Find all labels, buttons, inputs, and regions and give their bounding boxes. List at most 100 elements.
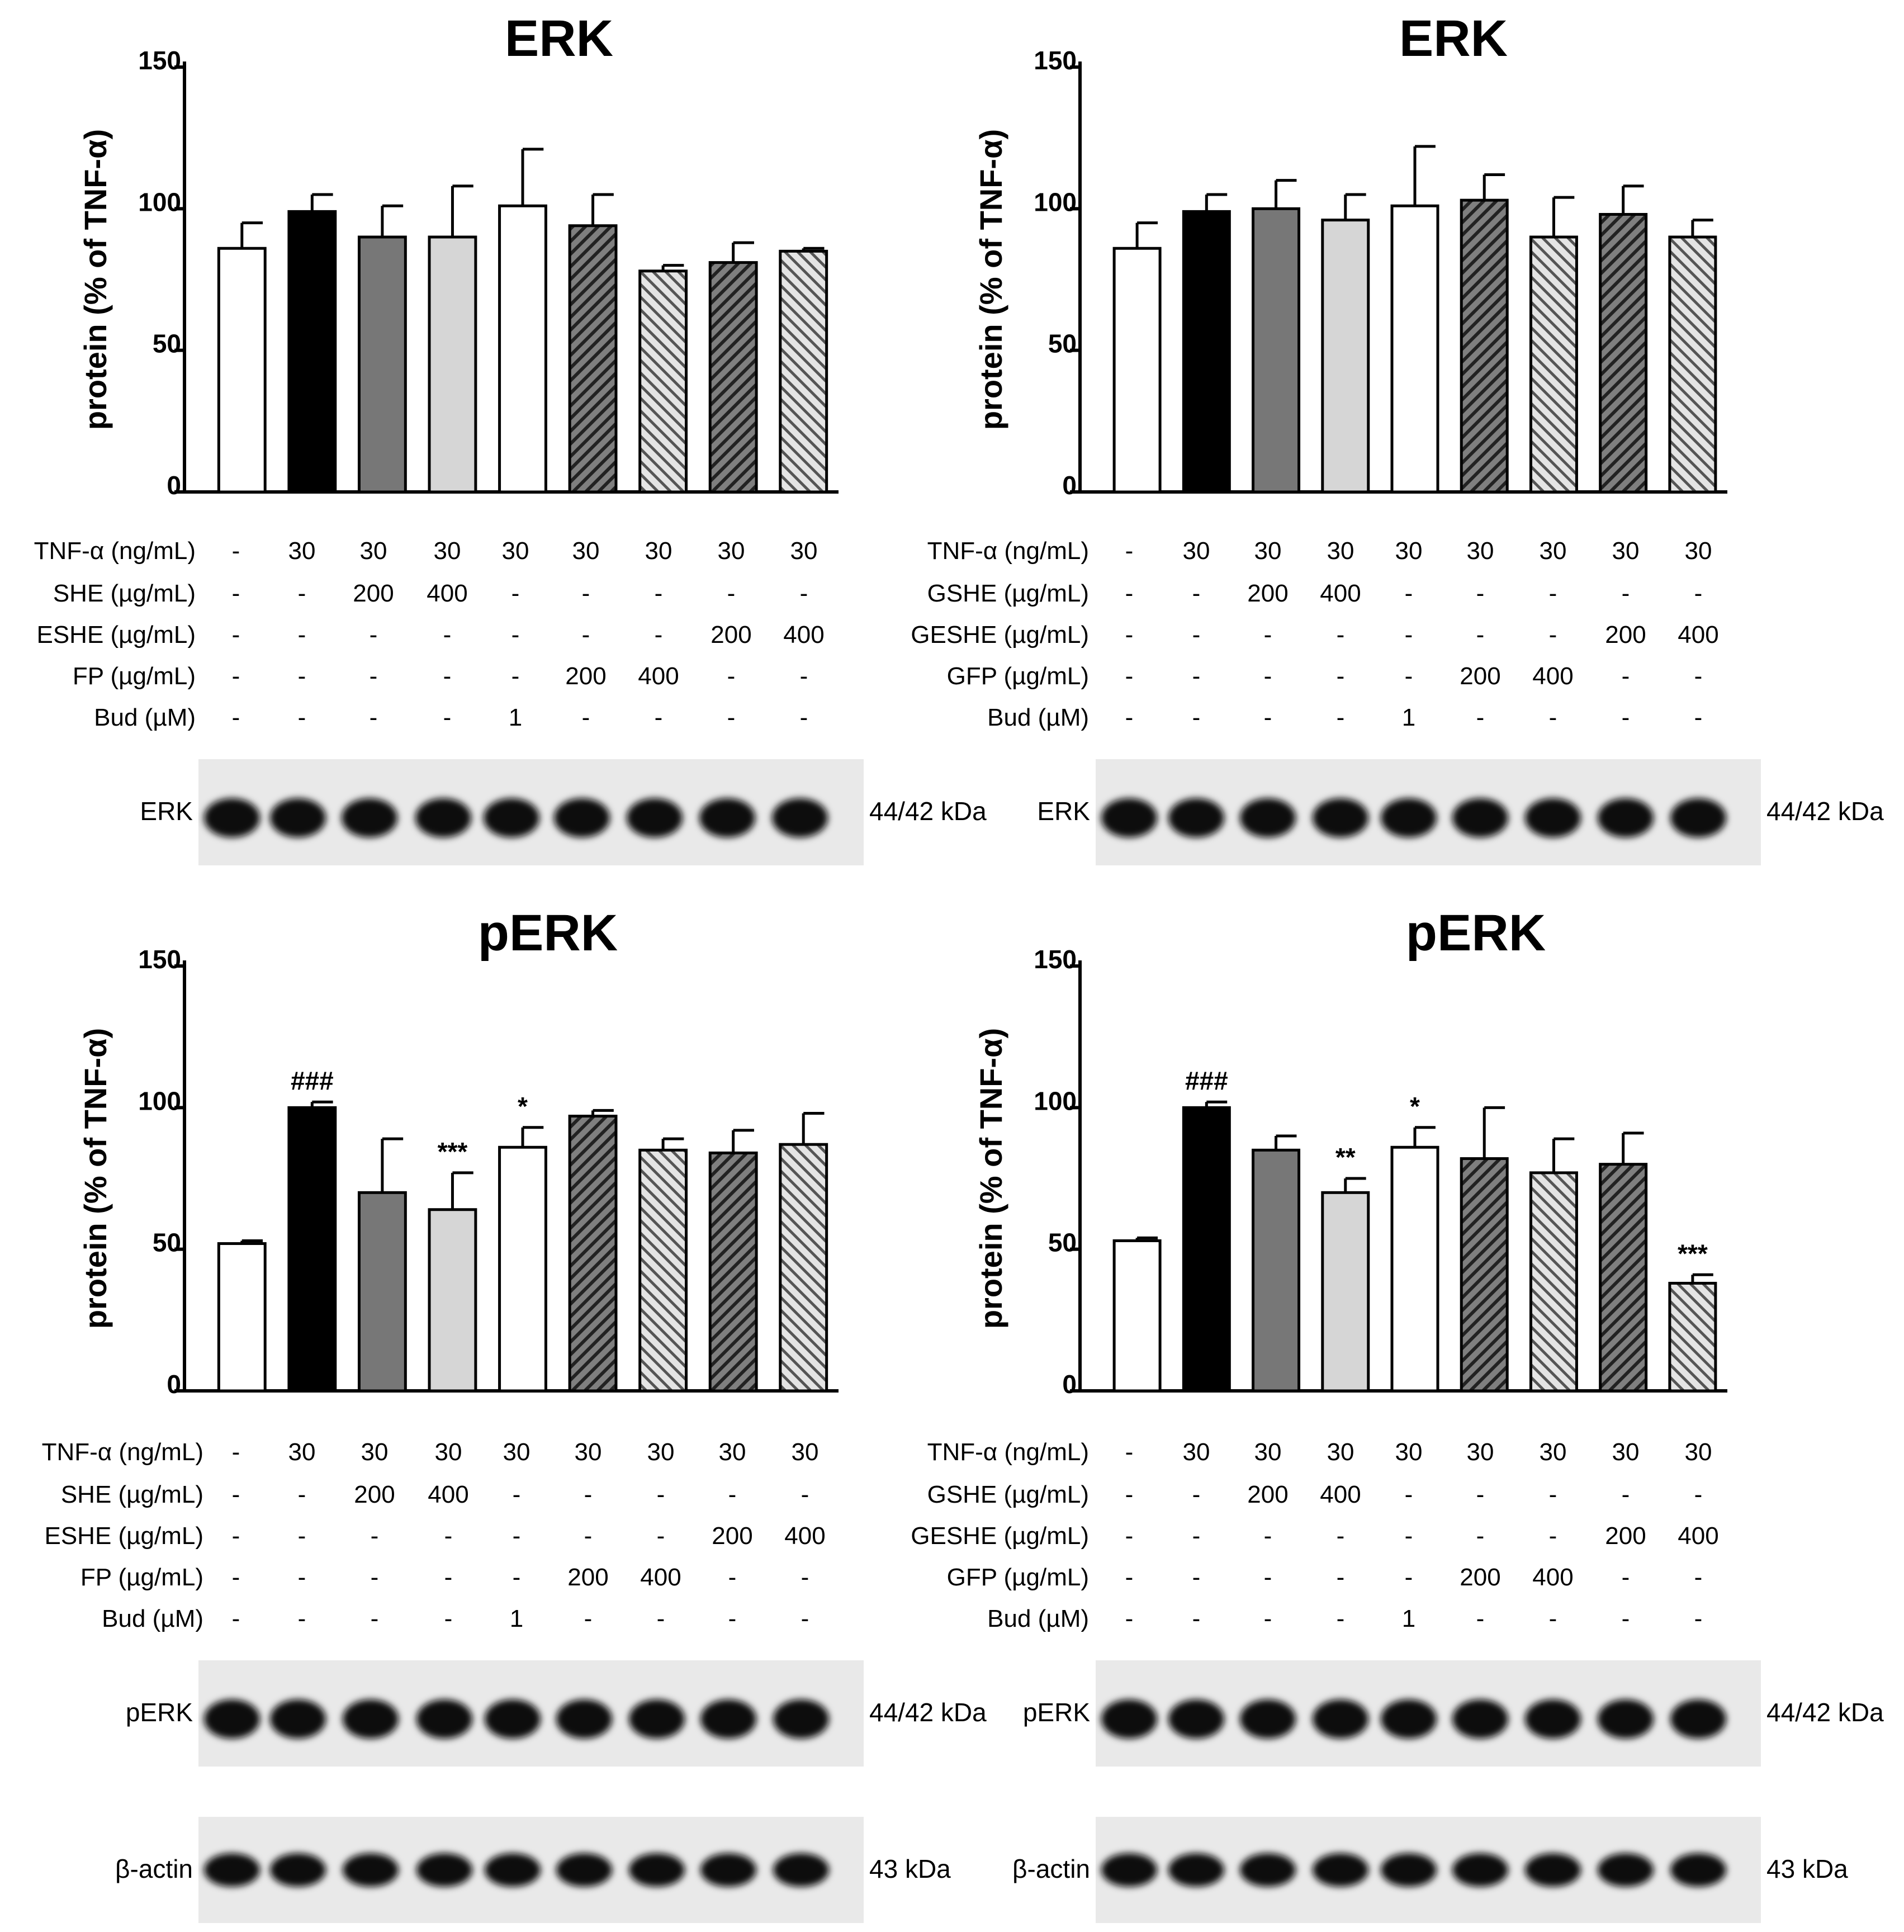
bar [287, 210, 337, 494]
blot-kda-label: 44/42 kDa [1766, 797, 1884, 826]
condition-value: - [443, 662, 452, 690]
blot-band [773, 1699, 829, 1739]
blot-band [1670, 798, 1726, 837]
condition-value: - [1125, 662, 1134, 690]
condition-value: - [1622, 704, 1630, 731]
condition-value: - [1549, 1605, 1557, 1632]
y-tick-label: 150 [1034, 46, 1077, 75]
blot-band [1525, 798, 1581, 837]
blot-band [627, 798, 683, 837]
condition-value: - [1125, 537, 1134, 565]
condition-value: - [1549, 1522, 1557, 1550]
blot-band [1598, 1853, 1654, 1887]
blot-band [204, 1699, 260, 1739]
condition-value: - [232, 580, 240, 607]
blot-band [1101, 1699, 1157, 1739]
condition-label: FP (µg/mL) [73, 662, 196, 690]
condition-value: - [232, 1481, 240, 1508]
blot-image [198, 759, 864, 865]
y-tick-label: 100 [138, 187, 181, 216]
condition-value: - [582, 704, 590, 731]
condition-value: - [511, 621, 520, 648]
condition-value: 30 [503, 1438, 531, 1466]
blot-kda-label: 43 kDa [1766, 1854, 1848, 1883]
bar [638, 1148, 688, 1393]
condition-value: - [371, 1522, 379, 1550]
condition-value: 30 [1395, 537, 1423, 565]
condition-value: 30 [1685, 1438, 1712, 1466]
condition-value: - [728, 1564, 737, 1591]
condition-value: - [1337, 621, 1345, 648]
bar [568, 1115, 618, 1393]
y-tick-label: 50 [1048, 1228, 1077, 1257]
y-tick-label: 50 [1048, 329, 1077, 358]
condition-value: - [513, 1522, 521, 1550]
condition-value: - [800, 704, 808, 731]
significance-label: ### [1185, 1066, 1228, 1095]
condition-value: 400 [1320, 580, 1361, 607]
blot-band [1240, 798, 1296, 837]
condition-value: - [728, 1605, 737, 1632]
condition-value: - [1264, 621, 1272, 648]
condition-value: 400 [638, 662, 679, 690]
condition-label: GSHE (µg/mL) [927, 580, 1089, 607]
condition-value: - [1337, 704, 1345, 731]
condition-value: - [1405, 1522, 1413, 1550]
condition-label: GFP (µg/mL) [947, 1564, 1089, 1591]
blot-band [1598, 1699, 1654, 1739]
condition-label: Bud (µM) [102, 1605, 203, 1632]
bar [779, 1143, 828, 1393]
condition-value: 400 [784, 1522, 825, 1550]
condition-value: - [443, 621, 452, 648]
condition-value: - [1125, 704, 1134, 731]
panel-2: ERK protein (% of TNF-α) 0 50 100 150 TNF-α (n… [911, 10, 1884, 865]
condition-value: 30 [790, 537, 818, 565]
condition-value: - [1264, 1522, 1272, 1550]
chart-title: pERK [1406, 905, 1546, 962]
bar [568, 224, 618, 494]
condition-label: GFP (µg/mL) [947, 662, 1089, 690]
condition-value: - [657, 1522, 665, 1550]
condition-value: 30 [1327, 537, 1354, 565]
condition-value: - [1405, 1564, 1413, 1591]
condition-value: - [1622, 1605, 1630, 1632]
condition-value: 30 [792, 1438, 819, 1466]
blot-band [1313, 1853, 1368, 1887]
condition-value: - [655, 621, 663, 648]
y-axis-label: protein (% of TNF-α) [973, 1028, 1008, 1329]
condition-value: 200 [712, 1522, 752, 1550]
condition-value: 30 [718, 537, 745, 565]
y-tick-label: 0 [167, 471, 181, 500]
condition-value: 400 [640, 1564, 681, 1591]
bar [638, 269, 688, 494]
condition-value: - [232, 1564, 240, 1591]
condition-value: 400 [1320, 1481, 1361, 1508]
blot-band [1313, 798, 1368, 837]
condition-value: - [1622, 662, 1630, 690]
y-tick-label: 50 [153, 329, 181, 358]
condition-label: SHE (µg/mL) [53, 580, 196, 607]
y-tick-label: 100 [138, 1086, 181, 1115]
bar [1599, 212, 1648, 494]
condition-value: 30 [572, 537, 600, 565]
condition-value: - [1549, 621, 1557, 648]
condition-value: 30 [361, 1438, 389, 1466]
condition-value: - [1405, 621, 1413, 648]
bar [1390, 1145, 1439, 1393]
condition-value: - [1337, 1605, 1345, 1632]
significance-label: *** [438, 1137, 468, 1166]
blot-image [198, 1660, 864, 1767]
condition-value: - [801, 1564, 809, 1591]
condition-value: - [727, 580, 736, 607]
condition-value: - [584, 1605, 593, 1632]
condition-value: 30 [1685, 537, 1712, 565]
condition-value: 200 [1605, 1522, 1646, 1550]
condition-value: 400 [1532, 662, 1573, 690]
condition-value: 1 [1402, 1605, 1415, 1632]
blot-band [1168, 1699, 1224, 1739]
blot-band [1452, 1699, 1508, 1739]
condition-value: - [1549, 580, 1557, 607]
condition-value: - [1192, 1605, 1201, 1632]
blot-label: β-actin [1012, 1854, 1090, 1883]
